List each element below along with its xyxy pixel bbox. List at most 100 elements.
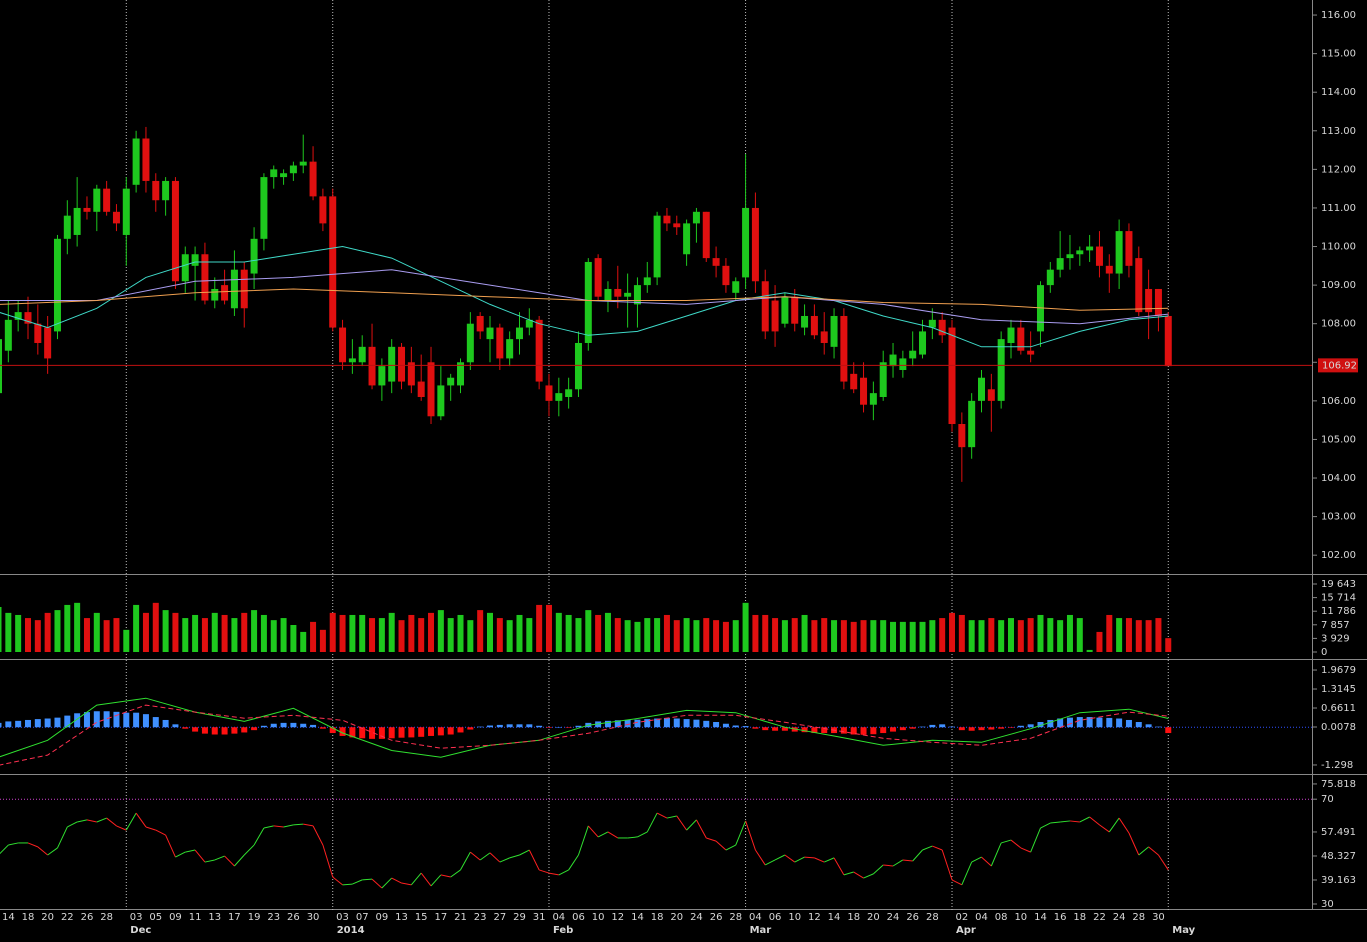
volume-bar xyxy=(1096,631,1103,653)
x-tick-label: 05 xyxy=(149,912,162,923)
rsi-segment xyxy=(106,817,117,827)
macd-histogram-bar xyxy=(1057,718,1064,728)
candle-body xyxy=(191,254,199,266)
rsi-segment xyxy=(902,859,913,862)
candle-body xyxy=(948,327,956,425)
y-tick-label: 105.00 xyxy=(1321,434,1356,445)
macd-histogram-bar xyxy=(54,717,61,728)
rsi-segment xyxy=(243,844,255,856)
volume-bar xyxy=(663,614,670,653)
volume-bar xyxy=(890,621,897,653)
candle-body xyxy=(565,389,573,397)
macd-histogram-bar xyxy=(663,717,670,728)
macd-histogram-bar xyxy=(182,727,189,729)
candle-body xyxy=(73,207,81,235)
candle-body xyxy=(968,400,976,448)
macd-line xyxy=(0,704,1169,766)
candle-body xyxy=(476,315,484,332)
volume-bar xyxy=(939,618,946,653)
candle-body xyxy=(358,346,366,363)
rsi-segment xyxy=(883,864,894,867)
candle-body xyxy=(329,196,337,328)
macd-histogram-bar xyxy=(555,727,562,728)
candle-body xyxy=(309,161,317,197)
rsi-segment xyxy=(804,856,815,859)
x-tick-label: 27 xyxy=(493,912,506,923)
candle-body xyxy=(938,319,946,336)
volume-bar xyxy=(300,631,307,653)
macd-histogram-bar xyxy=(752,727,759,729)
candle-body xyxy=(633,285,641,305)
macd-histogram-bar xyxy=(1017,725,1024,728)
x-tick-label: 30 xyxy=(307,912,320,923)
rsi-segment xyxy=(67,821,78,828)
macd-histogram-bar xyxy=(418,727,425,737)
volume-bar xyxy=(172,612,179,653)
volume-bar xyxy=(339,614,346,653)
macd-histogram-bar xyxy=(113,711,120,728)
macd-histogram-bar xyxy=(880,727,887,734)
rsi-segment xyxy=(528,849,540,871)
macd-histogram-bar xyxy=(1047,719,1054,728)
macd-histogram-bar xyxy=(83,712,90,728)
volume-bar xyxy=(1076,618,1083,653)
macd-histogram-bar xyxy=(428,727,435,736)
rsi-segment xyxy=(873,864,884,875)
x-tick-label: 08 xyxy=(995,912,1008,923)
macd-histogram-bar xyxy=(919,726,926,728)
macd-histogram-bar xyxy=(74,713,81,728)
candle-body xyxy=(673,223,681,228)
rsi-segment xyxy=(460,851,471,871)
rsi-segment xyxy=(607,831,619,839)
candle-body xyxy=(1027,350,1035,355)
candle-body xyxy=(83,207,91,212)
volume-bar xyxy=(614,618,621,653)
x-tick-label: 09 xyxy=(169,912,182,923)
candle-body xyxy=(810,315,818,336)
volume-bar xyxy=(378,618,385,653)
volume-bar xyxy=(310,621,317,653)
volume-bar xyxy=(762,614,769,653)
x-tick-label: 16 xyxy=(1054,912,1067,923)
volume-bar xyxy=(545,604,552,653)
rsi-segment xyxy=(135,812,147,828)
candle-body xyxy=(624,292,632,297)
macd-histogram-bar xyxy=(624,719,631,728)
y-tick-label: 116.00 xyxy=(1321,10,1356,21)
x-tick-label: 22 xyxy=(1093,912,1106,923)
candle-body xyxy=(407,362,415,386)
rsi-segment xyxy=(1099,824,1110,833)
rsi-segment xyxy=(676,815,688,831)
macd-histogram-bar xyxy=(201,727,208,734)
candle-body xyxy=(604,288,612,301)
rsi-segment xyxy=(0,844,9,855)
volume-bar xyxy=(850,621,857,653)
x-tick-label: 28 xyxy=(1132,912,1145,923)
x-tick-label: 18 xyxy=(22,912,35,923)
macd-histogram-bar xyxy=(1096,717,1103,728)
macd-histogram-bar xyxy=(142,714,149,728)
y-tick-label: 1.9679 xyxy=(1321,665,1356,676)
volume-bar xyxy=(899,621,906,653)
volume-bar xyxy=(487,612,493,653)
rsi-segment xyxy=(1108,817,1120,833)
candle-body xyxy=(751,207,759,282)
macd-histogram-bar xyxy=(536,725,543,728)
volume-bar xyxy=(595,614,602,653)
rsi-segment xyxy=(352,879,363,885)
y-tick-label: 48.327 xyxy=(1321,851,1356,862)
candle-body xyxy=(4,319,12,351)
rsi-segment xyxy=(47,847,58,856)
rsi-segment xyxy=(509,854,520,859)
rsi-segment xyxy=(961,861,973,886)
volume-bar xyxy=(703,618,710,653)
volume-bar xyxy=(998,620,1005,653)
volume-bar xyxy=(693,620,700,653)
macd-histogram-bar xyxy=(24,719,31,728)
candle-body xyxy=(162,180,170,201)
plot-area xyxy=(0,0,1312,910)
macd-histogram-bar xyxy=(123,712,130,728)
candle-body xyxy=(63,215,71,239)
candle-body xyxy=(299,161,307,166)
candle-body xyxy=(919,331,927,355)
